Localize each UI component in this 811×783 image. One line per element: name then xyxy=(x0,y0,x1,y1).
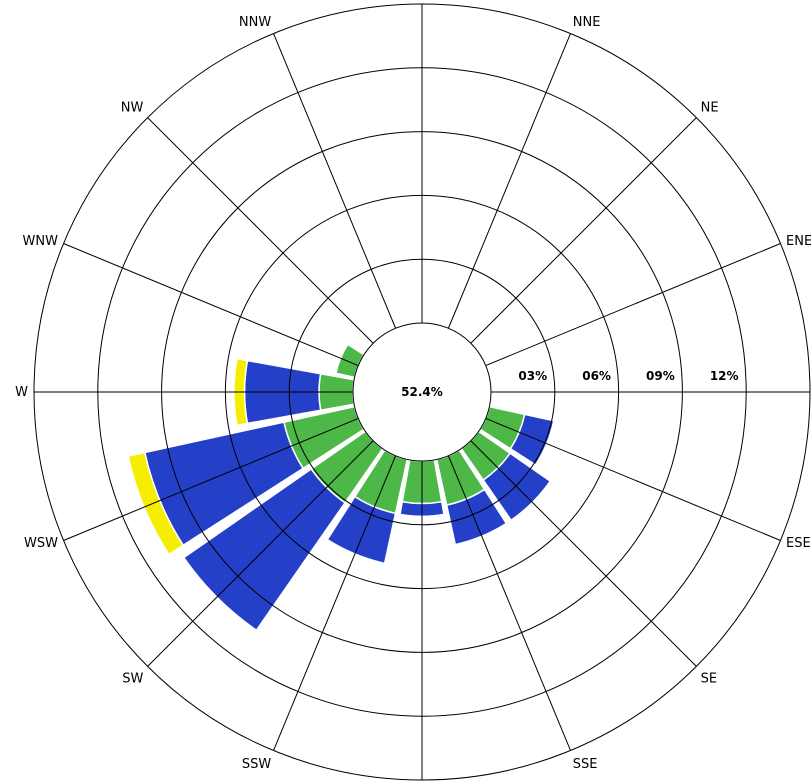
sector-ssw-band-2 xyxy=(326,495,397,565)
direction-labels: NNNENEENEEESESESSESSSWSWWSWWWNWNWNNW xyxy=(15,15,811,772)
spoke-ssw xyxy=(273,455,397,751)
sector-ese-band-2 xyxy=(509,413,555,466)
spoke-wsw xyxy=(63,417,359,541)
spoke-ese xyxy=(485,417,781,541)
direction-label-sse: SSE xyxy=(573,757,598,772)
direction-label-ssw: SSW xyxy=(242,757,272,772)
direction-label-se: SE xyxy=(701,672,717,687)
calm-circle xyxy=(352,322,492,462)
spoke-sw xyxy=(147,440,374,667)
direction-label-wnw: WNW xyxy=(23,234,59,249)
calm-value: 52.4% xyxy=(401,385,443,399)
spoke-nne xyxy=(447,33,571,329)
ring-label-1: 03% xyxy=(518,369,547,383)
sector-sse-band-2 xyxy=(445,488,508,546)
spoke-ene xyxy=(485,243,781,367)
direction-label-wsw: WSW xyxy=(24,536,58,551)
polar-grid xyxy=(33,3,811,781)
ring-label-2: 06% xyxy=(582,369,611,383)
spoke-ne xyxy=(470,117,697,344)
direction-label-ne: NE xyxy=(701,100,719,115)
direction-label-w: W xyxy=(15,385,28,400)
ring-label-4: 12% xyxy=(710,369,739,383)
spoke-sse xyxy=(447,455,571,751)
direction-label-nw: NW xyxy=(121,100,144,115)
ring-labels: 03% 06% 09% 12% xyxy=(518,369,738,383)
spoke-nnw xyxy=(273,33,397,329)
spoke-wnw xyxy=(63,243,359,367)
direction-label-ene: ENE xyxy=(786,234,811,249)
ring-label-3: 09% xyxy=(646,369,675,383)
spoke-se xyxy=(470,440,697,667)
sector-wsw-band-3 xyxy=(127,451,185,556)
direction-label-ese: ESE xyxy=(786,536,811,551)
direction-label-sw: SW xyxy=(122,672,143,687)
spoke-nw xyxy=(147,117,374,344)
direction-label-nnw: NNW xyxy=(239,15,271,30)
direction-label-nne: NNE xyxy=(573,15,601,30)
